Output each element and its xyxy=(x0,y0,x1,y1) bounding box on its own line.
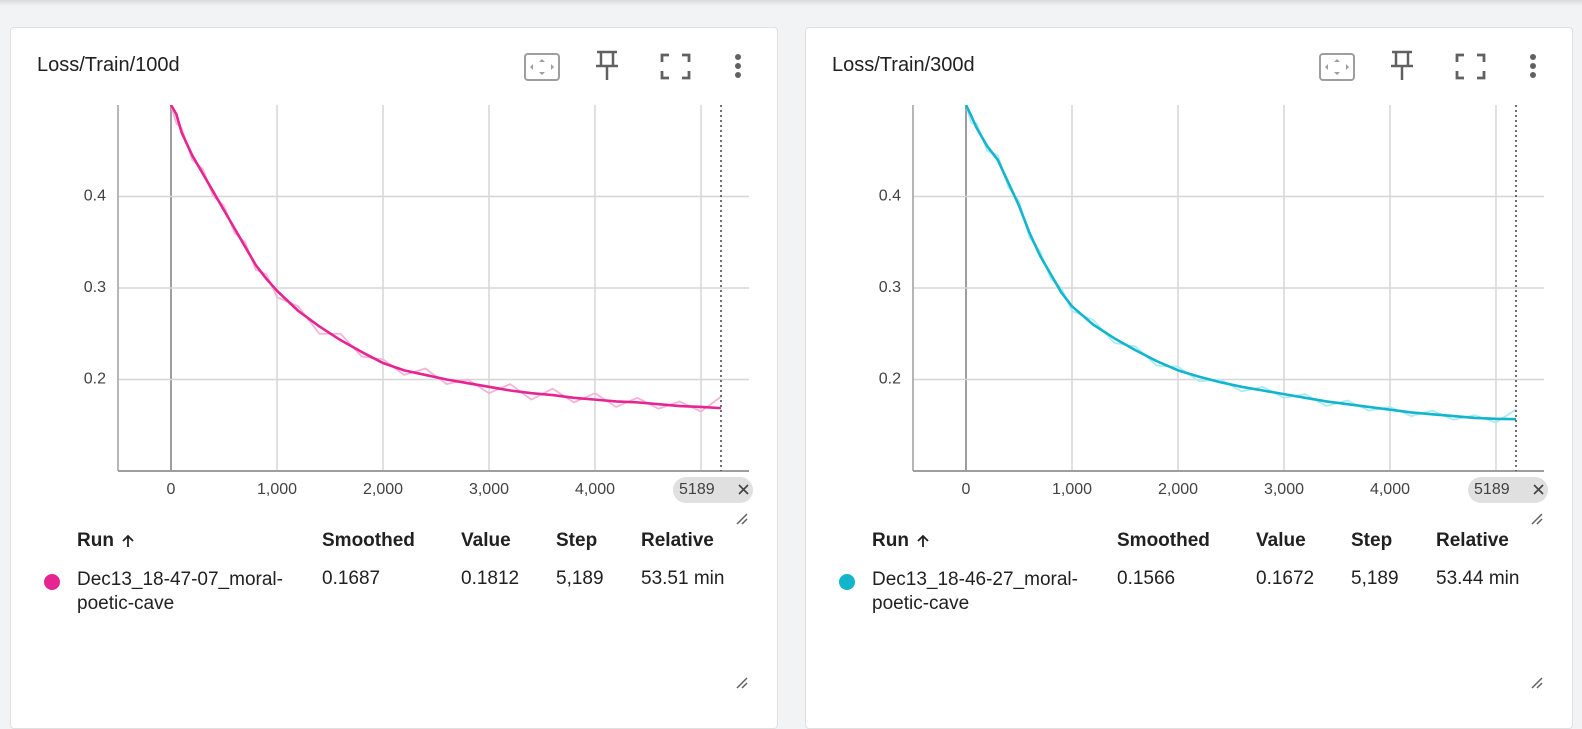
sort-arrow-icon xyxy=(917,534,929,547)
fullscreen-button[interactable] xyxy=(1455,53,1486,80)
resize-handle[interactable] xyxy=(736,513,748,525)
run-color-dot xyxy=(44,574,60,590)
fit-domain-button[interactable] xyxy=(1319,53,1355,81)
fit-domain-icon xyxy=(1325,59,1349,75)
toolbar[interactable] xyxy=(524,50,741,81)
x-tick-label: 2,000 xyxy=(363,481,403,498)
raw-line xyxy=(965,105,1517,424)
menu-button-dot[interactable] xyxy=(1530,54,1536,60)
x-tick-label: 0 xyxy=(167,481,176,498)
raw-line xyxy=(170,105,722,413)
column-header[interactable]: Relative xyxy=(641,530,714,551)
resize-handle[interactable] xyxy=(1531,513,1543,525)
smoothed-line xyxy=(169,105,722,410)
relative-time: 53.51 min xyxy=(641,568,725,589)
y-tick-label: 0.4 xyxy=(84,188,106,205)
card-title: Loss/Train/100d xyxy=(37,54,180,76)
step-badge-bg xyxy=(673,477,754,503)
step-badge-bg xyxy=(1468,477,1549,503)
x-tick-label: 1,000 xyxy=(257,481,297,498)
smoothed-value: 0.1566 xyxy=(1117,568,1176,589)
x-tick-label: 1,000 xyxy=(1052,481,1092,498)
y-tick-label: 0.2 xyxy=(84,371,106,388)
x-tick-label: 4,000 xyxy=(575,481,615,498)
column-header[interactable]: Smoothed xyxy=(1117,530,1210,551)
fullscreen-button[interactable] xyxy=(660,53,691,80)
pin-button[interactable] xyxy=(596,50,618,80)
x-tick-label: 2,000 xyxy=(1158,481,1198,498)
x-tick-label: 4,000 xyxy=(1370,481,1410,498)
menu-button-dot[interactable] xyxy=(1530,63,1536,69)
top-bar xyxy=(0,0,1582,6)
run-name: Dec13_18-47-07_moral-poetic-cave xyxy=(77,569,283,614)
resize-handle[interactable] xyxy=(736,677,748,689)
y-tick-label: 0.3 xyxy=(879,279,901,296)
run-color-dot xyxy=(839,574,855,590)
menu-button-dot[interactable] xyxy=(735,63,741,69)
menu-button-dot[interactable] xyxy=(735,54,741,60)
resize-handle[interactable] xyxy=(1531,677,1543,689)
toolbar[interactable] xyxy=(1319,50,1536,81)
fit-domain-button[interactable] xyxy=(524,53,560,81)
step-badge[interactable]: 5189 xyxy=(673,477,754,503)
menu-button-dot[interactable] xyxy=(1530,72,1536,78)
y-tick-label: 0.2 xyxy=(879,371,901,388)
step-badge-label: 5189 xyxy=(1474,481,1510,498)
chart-card: Loss/Train/300d 0.2 0.3 0.4 0 1,000 2,000 3,00… xyxy=(805,27,1573,729)
column-header[interactable]: Step xyxy=(1351,530,1393,551)
value: 0.1672 xyxy=(1256,568,1315,589)
smoothed-line xyxy=(964,105,1517,421)
step-badge-label: 5189 xyxy=(679,481,715,498)
x-tick-label: 3,000 xyxy=(469,481,509,498)
column-header[interactable]: Run xyxy=(77,530,114,551)
column-header[interactable]: Relative xyxy=(1436,530,1509,551)
x-tick-label: 0 xyxy=(962,481,971,498)
value: 0.1812 xyxy=(461,568,520,589)
column-header[interactable]: Smoothed xyxy=(322,530,415,551)
chart-card: Loss/Train/100d 0.2 0.3 0.4 0 1,000 2,000 3,00… xyxy=(10,27,778,729)
column-header[interactable]: Step xyxy=(556,530,598,551)
card-title: Loss/Train/300d xyxy=(832,54,975,76)
y-tick-label: 0.4 xyxy=(879,188,901,205)
close-icon[interactable] xyxy=(1533,484,1544,495)
relative-time: 53.44 min xyxy=(1436,568,1520,589)
close-icon[interactable] xyxy=(738,484,749,495)
column-header[interactable]: Value xyxy=(461,530,511,551)
menu-button-dot[interactable] xyxy=(735,72,741,78)
x-tick-label: 3,000 xyxy=(1264,481,1304,498)
pin-button[interactable] xyxy=(1391,50,1413,80)
column-header[interactable]: Value xyxy=(1256,530,1306,551)
step: 5,189 xyxy=(1351,568,1399,589)
y-tick-label: 0.3 xyxy=(84,279,106,296)
fit-domain-icon xyxy=(530,59,554,75)
smoothed-value: 0.1687 xyxy=(322,568,381,589)
run-name: Dec13_18-46-27_moral-poetic-cave xyxy=(872,569,1078,614)
sort-arrow-icon xyxy=(122,534,134,547)
step-badge[interactable]: 5189 xyxy=(1468,477,1549,503)
column-header[interactable]: Run xyxy=(872,530,909,551)
step: 5,189 xyxy=(556,568,604,589)
